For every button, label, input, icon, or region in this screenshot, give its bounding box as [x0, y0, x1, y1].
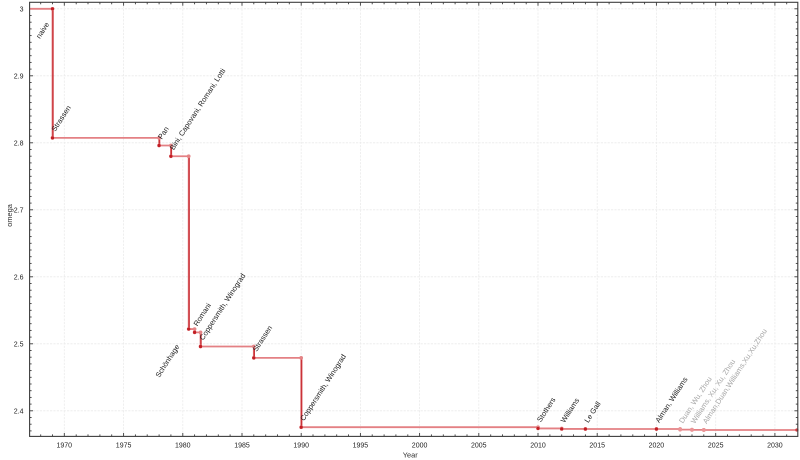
svg-text:2010: 2010	[530, 443, 546, 450]
svg-text:2000: 2000	[412, 443, 428, 450]
svg-text:2030: 2030	[767, 443, 783, 450]
svg-text:2015: 2015	[589, 443, 605, 450]
svg-text:2.6: 2.6	[14, 274, 24, 281]
svg-text:omega: omega	[5, 203, 14, 226]
svg-text:2025: 2025	[708, 443, 724, 450]
svg-text:1975: 1975	[116, 443, 132, 450]
svg-text:1995: 1995	[353, 443, 369, 450]
svg-text:1980: 1980	[175, 443, 191, 450]
svg-text:2020: 2020	[649, 443, 665, 450]
svg-text:2.5: 2.5	[14, 341, 24, 348]
svg-text:1990: 1990	[293, 443, 309, 450]
svg-text:3: 3	[20, 6, 24, 13]
svg-text:2.9: 2.9	[14, 73, 24, 80]
svg-text:Year: Year	[403, 451, 418, 460]
svg-text:1985: 1985	[234, 443, 250, 450]
svg-text:1970: 1970	[57, 443, 73, 450]
svg-text:2.8: 2.8	[14, 140, 24, 147]
svg-text:2.4: 2.4	[14, 408, 24, 415]
svg-text:2005: 2005	[471, 443, 487, 450]
svg-text:2.7: 2.7	[14, 207, 24, 214]
